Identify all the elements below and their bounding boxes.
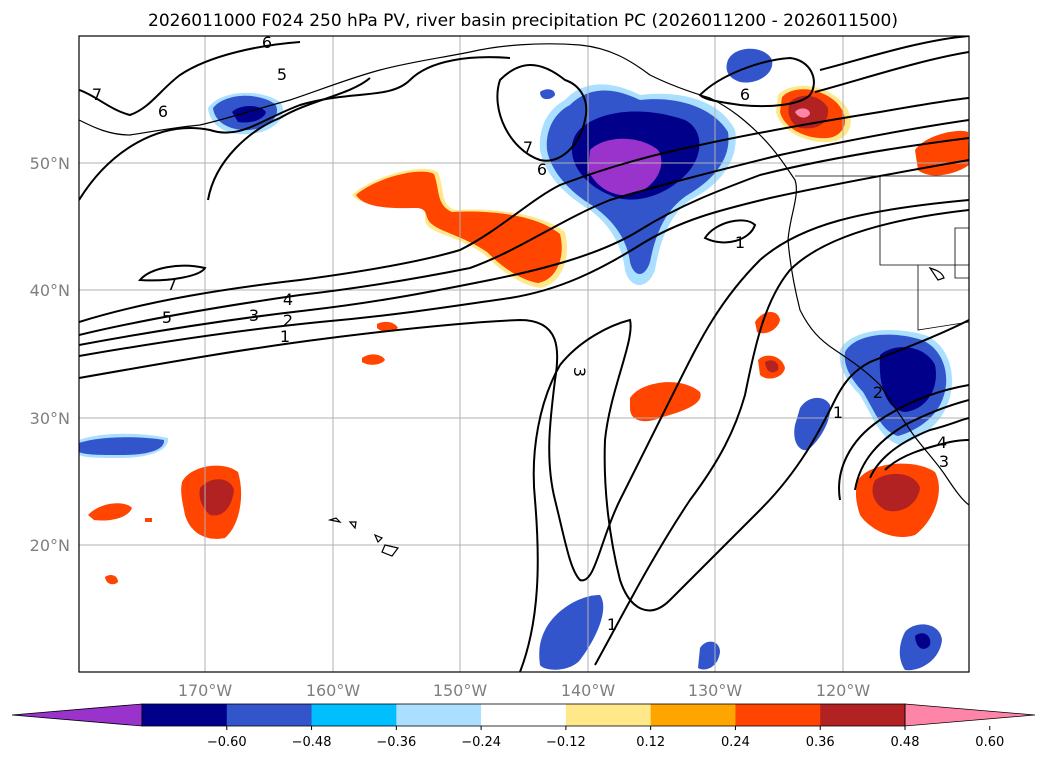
contour-label-5b: 5 — [277, 65, 287, 84]
contour-label-4b: 4 — [937, 433, 947, 452]
longitude-label: 150°W — [433, 681, 488, 700]
contour-label-3: 3 — [249, 306, 259, 325]
colorbar-tick-label: 0.12 — [636, 735, 665, 750]
contour-label-6b: 6 — [740, 85, 750, 104]
longitude-axis: 170°W 160°W 150°W 140°W 130°W 120°W — [178, 681, 871, 700]
latitude-label: 20°N — [30, 536, 70, 555]
longitude-label: 130°W — [688, 681, 743, 700]
contour-label-6d: 6 — [158, 102, 168, 121]
latitude-label: 30°N — [30, 409, 70, 428]
figure-title: 2026011000 F024 250 hPa PV, river basin … — [148, 11, 898, 31]
colorbar-swatch — [311, 704, 397, 726]
contour-label-1d: 1 — [833, 403, 843, 422]
colorbar-tick-label: −0.12 — [546, 735, 586, 750]
colorbar-tick-label: 0.36 — [806, 735, 835, 750]
contour-label-7: 7 — [167, 275, 177, 294]
map-panel: 1 2 3 4 5 7 3 1 7 6 6 5 6 6 7 1 1 2 4 3 — [79, 33, 969, 672]
latitude-axis: 50°N 40°N 30°N 20°N — [30, 154, 70, 555]
precipitation-anomaly-fill — [79, 48, 969, 671]
contour-label-1: 1 — [280, 327, 290, 346]
colorbar-swatches — [11, 703, 1036, 727]
pv-contours — [79, 36, 969, 672]
contour-label-7b: 7 — [523, 138, 533, 157]
colorbar-swatch — [650, 704, 736, 726]
colorbar-tick-label: −0.48 — [292, 735, 332, 750]
contour-label-2b: 2 — [873, 383, 883, 402]
longitude-label: 120°W — [816, 681, 871, 700]
contour-label-1c: 1 — [607, 615, 617, 634]
colorbar-swatch — [481, 704, 567, 726]
colorbar-extend-high — [904, 703, 1036, 727]
contour-label-3b: 3 — [570, 367, 589, 377]
contour-label-4: 4 — [283, 290, 293, 309]
longitude-label: 140°W — [561, 681, 616, 700]
pv-contour-labels: 1 2 3 4 5 7 3 1 7 6 6 5 6 6 7 1 1 2 4 3 — [92, 33, 949, 634]
contour-label-3c: 3 — [939, 452, 949, 471]
contour-label-2: 2 — [283, 311, 293, 330]
contour-label-1b: 1 — [735, 233, 745, 252]
colorbar-tick-label: 0.60 — [975, 735, 1004, 750]
colorbar-swatch — [820, 704, 906, 726]
contour-label-6c: 6 — [262, 33, 272, 52]
colorbar: −0.60 −0.48 −0.36 −0.24 −0.12 0.12 0.24 0.36 0.4… — [11, 703, 1036, 750]
colorbar-swatch — [142, 704, 228, 726]
colorbar-tick-label: −0.24 — [461, 735, 501, 750]
latitude-label: 40°N — [30, 281, 70, 300]
colorbar-swatch — [565, 704, 652, 726]
longitude-label: 160°W — [306, 681, 361, 700]
colorbar-tick-label: 0.48 — [891, 735, 920, 750]
colorbar-tick-label: 0.24 — [721, 735, 750, 750]
latitude-label: 50°N — [30, 154, 70, 173]
colorbar-swatch — [226, 704, 313, 726]
colorbar-swatch — [396, 704, 482, 726]
contour-label-5: 5 — [162, 308, 172, 327]
colorbar-extend-low — [11, 703, 143, 727]
colorbar-ticks: −0.60 −0.48 −0.36 −0.24 −0.12 0.12 0.24 0.36 0.4… — [207, 726, 1004, 750]
longitude-label: 170°W — [178, 681, 233, 700]
graticule — [79, 36, 969, 672]
colorbar-swatch — [735, 704, 821, 726]
contour-label-7c: 7 — [92, 85, 102, 104]
colorbar-frame — [141, 703, 906, 727]
map-frame — [78, 35, 970, 673]
contour-label-6: 6 — [537, 160, 547, 179]
colorbar-tick-label: −0.60 — [207, 735, 247, 750]
colorbar-tick-label: −0.36 — [376, 735, 416, 750]
